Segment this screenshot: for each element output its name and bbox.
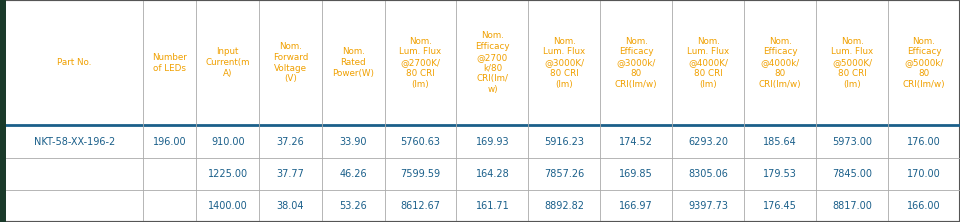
Text: 37.26: 37.26 (276, 137, 304, 147)
Text: Nom.
Efficacy
@2700
k/80
CRI(lm/
w): Nom. Efficacy @2700 k/80 CRI(lm/ w) (475, 31, 510, 94)
Text: 33.90: 33.90 (340, 137, 367, 147)
Text: 910.00: 910.00 (211, 137, 245, 147)
Text: 37.77: 37.77 (276, 169, 304, 179)
Text: 169.93: 169.93 (475, 137, 509, 147)
Text: Nom.
Lum. Flux
@2700K/
80 CRI
(lm): Nom. Lum. Flux @2700K/ 80 CRI (lm) (399, 37, 442, 89)
Text: 7845.00: 7845.00 (832, 169, 872, 179)
Bar (0, 0, 6, 222)
Text: Nom.
Efficacy
@5000k/
80
CRI(lm/w): Nom. Efficacy @5000k/ 80 CRI(lm/w) (902, 37, 946, 89)
Text: 8817.00: 8817.00 (832, 201, 872, 211)
Text: 5916.23: 5916.23 (544, 137, 585, 147)
Text: 179.53: 179.53 (763, 169, 797, 179)
Text: 5760.63: 5760.63 (400, 137, 441, 147)
Text: 1225.00: 1225.00 (207, 169, 248, 179)
Text: 166.97: 166.97 (619, 201, 653, 211)
Text: 6293.20: 6293.20 (688, 137, 729, 147)
Text: Nom.
Forward
Voltage
(V): Nom. Forward Voltage (V) (273, 42, 308, 83)
Text: 176.00: 176.00 (907, 137, 941, 147)
Text: 46.26: 46.26 (340, 169, 367, 179)
Text: 9397.73: 9397.73 (688, 201, 729, 211)
Text: 38.04: 38.04 (276, 201, 304, 211)
Text: 166.00: 166.00 (907, 201, 941, 211)
Text: Nom.
Lum. Flux
@4000K/
80 CRI
(lm): Nom. Lum. Flux @4000K/ 80 CRI (lm) (687, 37, 730, 89)
Text: 196.00: 196.00 (153, 137, 186, 147)
Text: Nom.
Lum. Flux
@3000K/
80 CRI
(lm): Nom. Lum. Flux @3000K/ 80 CRI (lm) (543, 37, 586, 89)
Text: Nom.
Rated
Power(W): Nom. Rated Power(W) (332, 48, 374, 78)
Text: 176.45: 176.45 (763, 201, 797, 211)
Text: 169.85: 169.85 (619, 169, 653, 179)
Text: 8612.67: 8612.67 (400, 201, 441, 211)
Text: Number
of LEDs: Number of LEDs (153, 53, 187, 73)
Text: 185.64: 185.64 (763, 137, 797, 147)
Text: 53.26: 53.26 (339, 201, 367, 211)
Text: NKT-58-XX-196-2: NKT-58-XX-196-2 (34, 137, 115, 147)
Text: 8305.06: 8305.06 (688, 169, 729, 179)
Text: Input
Current(m
A): Input Current(m A) (205, 48, 250, 78)
Text: 5973.00: 5973.00 (832, 137, 872, 147)
Text: Part No.: Part No. (58, 58, 91, 67)
Text: 174.52: 174.52 (619, 137, 654, 147)
Text: 8892.82: 8892.82 (544, 201, 585, 211)
Text: 161.71: 161.71 (475, 201, 510, 211)
Text: 7599.59: 7599.59 (400, 169, 441, 179)
Text: 1400.00: 1400.00 (208, 201, 248, 211)
Text: Nom.
Lum. Flux
@5000K/
80 CRI
(lm): Nom. Lum. Flux @5000K/ 80 CRI (lm) (831, 37, 874, 89)
Text: 7857.26: 7857.26 (544, 169, 585, 179)
Text: 170.00: 170.00 (907, 169, 941, 179)
Text: 164.28: 164.28 (475, 169, 510, 179)
Text: Nom.
Efficacy
@4000k/
80
CRI(lm/w): Nom. Efficacy @4000k/ 80 CRI(lm/w) (758, 37, 802, 89)
Text: Nom.
Efficacy
@3000k/
80
CRI(lm/w): Nom. Efficacy @3000k/ 80 CRI(lm/w) (615, 37, 658, 89)
